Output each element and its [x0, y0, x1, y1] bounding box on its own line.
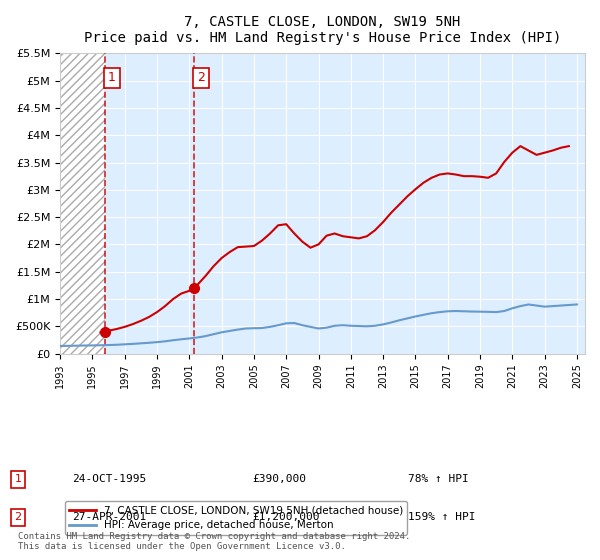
Text: 2: 2 — [14, 512, 22, 522]
Title: 7, CASTLE CLOSE, LONDON, SW19 5NH
Price paid vs. HM Land Registry's House Price : 7, CASTLE CLOSE, LONDON, SW19 5NH Price … — [84, 15, 561, 45]
Bar — [60, 53, 106, 353]
Text: 24-OCT-1995: 24-OCT-1995 — [72, 474, 146, 484]
Text: 27-APR-2001: 27-APR-2001 — [72, 512, 146, 522]
Legend: 7, CASTLE CLOSE, LONDON, SW19 5NH (detached house), HPI: Average price, detached: 7, CASTLE CLOSE, LONDON, SW19 5NH (detac… — [65, 501, 407, 535]
Text: 2: 2 — [197, 71, 205, 85]
Text: 78% ↑ HPI: 78% ↑ HPI — [408, 474, 469, 484]
Text: Contains HM Land Registry data © Crown copyright and database right 2024.
This d: Contains HM Land Registry data © Crown c… — [18, 531, 410, 551]
Text: £390,000: £390,000 — [252, 474, 306, 484]
Text: £1,200,000: £1,200,000 — [252, 512, 320, 522]
Text: 1: 1 — [108, 71, 116, 85]
Text: 159% ↑ HPI: 159% ↑ HPI — [408, 512, 476, 522]
Text: 1: 1 — [14, 474, 22, 484]
